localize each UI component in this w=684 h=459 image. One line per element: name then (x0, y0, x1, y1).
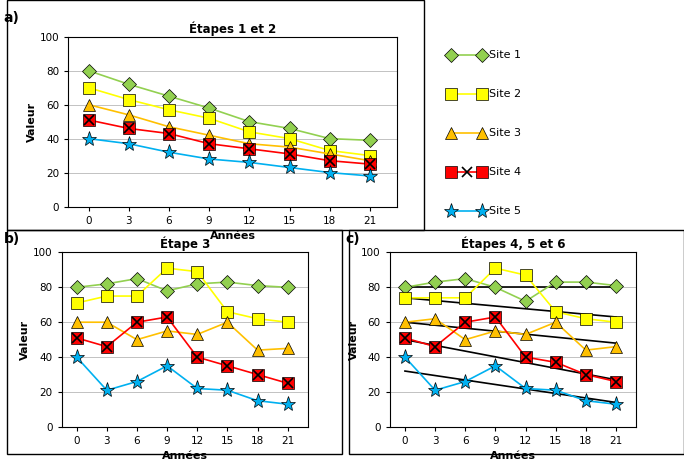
X-axis label: Années: Années (161, 452, 208, 459)
Title: Étape 3: Étape 3 (159, 237, 210, 251)
Text: b): b) (3, 232, 20, 246)
Text: Site 3: Site 3 (489, 128, 521, 138)
Title: Étapes 4, 5 et 6: Étapes 4, 5 et 6 (461, 237, 565, 251)
Text: Site 1: Site 1 (489, 50, 521, 60)
Text: Site 2: Site 2 (489, 89, 521, 99)
Y-axis label: Valeur: Valeur (348, 319, 358, 360)
Text: Site 5: Site 5 (489, 206, 521, 216)
X-axis label: Années: Années (490, 452, 536, 459)
Y-axis label: Valeur: Valeur (27, 101, 37, 142)
Y-axis label: Valeur: Valeur (20, 319, 30, 360)
Text: c): c) (345, 232, 360, 246)
Text: a): a) (3, 11, 19, 26)
Title: Étapes 1 et 2: Étapes 1 et 2 (189, 21, 276, 35)
Text: Site 4: Site 4 (489, 167, 521, 177)
X-axis label: Années: Années (209, 231, 256, 241)
